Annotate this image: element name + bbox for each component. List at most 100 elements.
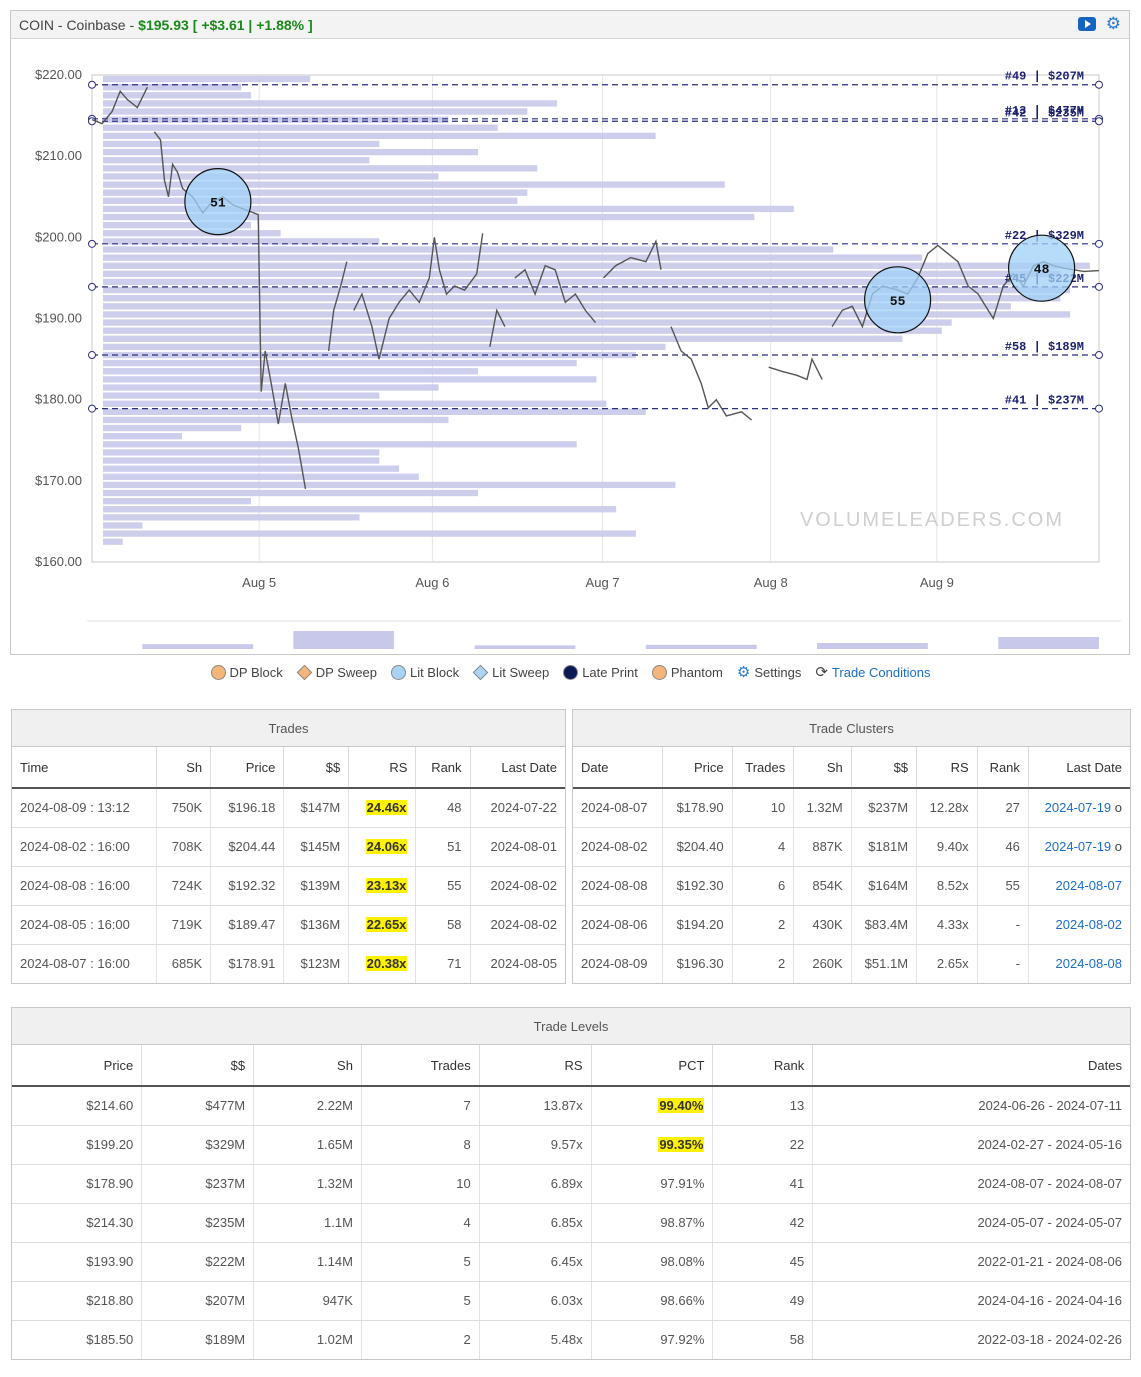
column-header[interactable]: Price bbox=[662, 747, 733, 789]
flag-marker: o bbox=[1111, 800, 1122, 816]
legend-item[interactable]: ⟳ Trade Conditions bbox=[815, 663, 930, 681]
volume-profile-bar bbox=[103, 416, 449, 424]
last-date-link[interactable]: 2024-08-01 bbox=[470, 827, 565, 867]
last-date-link[interactable]: 2024-08-02 bbox=[1055, 917, 1123, 932]
legend-item[interactable]: Late Print bbox=[563, 663, 638, 681]
column-header[interactable]: Trades bbox=[732, 747, 795, 789]
table-row[interactable]: $214.30 $235M 1.1M 4 6.85x 98.87% 42 2024-05-07… bbox=[12, 1203, 1130, 1243]
navigator-volume bbox=[817, 643, 928, 649]
table-row[interactable]: $185.50 $189M 1.02M 2 5.48x 97.92% 58 2022-03-1… bbox=[12, 1320, 1130, 1359]
column-header[interactable]: $$ bbox=[283, 747, 350, 789]
legend-item[interactable]: Phantom bbox=[651, 663, 723, 681]
settings-gear-icon[interactable]: ⚙ bbox=[1105, 14, 1121, 33]
volume-profile-bar bbox=[103, 262, 1090, 269]
column-header[interactable]: Rank bbox=[415, 747, 471, 789]
table-row[interactable]: 2024-08-07 : 16:00 685K $178.91 $123M 20.38x… bbox=[12, 944, 565, 983]
legend-item[interactable]: DP Sweep bbox=[296, 663, 377, 681]
column-header[interactable]: Dates bbox=[812, 1045, 1130, 1087]
last-date-link[interactable]: 2024-08-05 bbox=[490, 956, 558, 972]
volume-profile-bar bbox=[103, 132, 656, 140]
table-cell: $164M bbox=[851, 866, 918, 906]
date-range-link[interactable]: 2024-05-07 - 2024-05-07 bbox=[812, 1203, 1130, 1243]
column-header[interactable]: Last Date bbox=[1028, 747, 1130, 789]
level-handle bbox=[1095, 117, 1103, 126]
table-row[interactable]: $193.90 $222M 1.14M 5 6.45x 98.08% 45 2022-01-2… bbox=[12, 1242, 1130, 1282]
date-range-link[interactable]: 2024-06-26 - 2024-07-11 bbox=[812, 1086, 1130, 1126]
date-range-link[interactable]: 2022-03-18 - 2024-02-26 bbox=[977, 1332, 1122, 1348]
price-chart[interactable]: Aug 5 Aug 6 Aug 7 Aug 8 Aug 9 $220.00 $210.00 $… bbox=[11, 39, 1129, 654]
column-header[interactable]: Date bbox=[573, 747, 664, 789]
pct-highlight: 99.35% bbox=[658, 1137, 705, 1152]
last-date-link[interactable]: 2024-08-07 bbox=[1055, 878, 1123, 893]
date-link[interactable]: 2024-08-06 bbox=[573, 905, 664, 945]
table-row[interactable]: $178.90 $237M 1.32M 10 6.89x 97.91% 41 2024-08-… bbox=[12, 1164, 1130, 1204]
table-row[interactable]: 2024-08-09 : 13:12 750K $196.18 $147M 24.46x… bbox=[12, 788, 565, 828]
date-range-link[interactable]: 2024-04-16 - 2024-04-16 bbox=[812, 1281, 1130, 1321]
column-header[interactable]: Sh bbox=[793, 747, 852, 789]
table-row[interactable]: $218.80 $207M 947K 5 6.03x 98.66% 49 2024-04-16… bbox=[12, 1281, 1130, 1321]
volume-profile-bar bbox=[103, 319, 952, 326]
youtube-icon[interactable] bbox=[1077, 17, 1096, 31]
rs-highlight: 24.46x bbox=[365, 800, 408, 816]
table-row[interactable]: 2024-08-08 : 16:00 724K $192.32 $139M 23.13x… bbox=[12, 866, 565, 906]
column-header[interactable]: RS bbox=[479, 1045, 592, 1087]
table-cell: $207M bbox=[141, 1281, 255, 1321]
table-row[interactable]: 2024-08-02 : 16:00 708K $204.44 $145M 24.06x… bbox=[12, 827, 565, 867]
date-link[interactable]: 2024-08-08 bbox=[573, 866, 664, 906]
column-header[interactable]: Sh bbox=[156, 747, 212, 789]
table-row[interactable]: 2024-08-02 $204.40 4 887K $181M 9.40x 46 2024-0… bbox=[573, 827, 1130, 867]
table-cell: 98.66% bbox=[591, 1281, 714, 1321]
table-cell: 51 bbox=[415, 827, 471, 867]
table-cell: 22 bbox=[712, 1125, 814, 1165]
volume-profile-bar bbox=[103, 392, 380, 399]
date-link[interactable]: 2024-08-02 bbox=[573, 827, 664, 867]
column-header[interactable]: Rank bbox=[712, 1045, 814, 1087]
volume-profile-bar bbox=[103, 538, 123, 545]
table-cell: 49 bbox=[712, 1281, 814, 1321]
table-row[interactable]: 2024-08-09 $196.30 2 260K $51.1M 2.65x - 2024-0… bbox=[573, 944, 1130, 983]
date-range-link[interactable]: 2024-02-27 - 2024-05-16 bbox=[812, 1125, 1130, 1165]
y-tick-label: $180.00 bbox=[35, 392, 82, 407]
volume-profile-bar bbox=[103, 75, 311, 83]
column-header[interactable]: Sh bbox=[253, 1045, 362, 1087]
table-row[interactable]: 2024-08-05 : 16:00 719K $189.47 $136M 22.65x… bbox=[12, 905, 565, 945]
date-range-link[interactable]: 2022-01-21 - 2024-08-06 bbox=[812, 1242, 1130, 1282]
circle-marker-icon bbox=[390, 664, 406, 680]
last-date-link[interactable]: 2024-08-08 bbox=[1055, 956, 1123, 972]
last-date-link[interactable]: 2024-07-19 bbox=[1044, 800, 1112, 816]
volume-profile-bar bbox=[103, 303, 1011, 310]
last-date-link[interactable]: 2024-08-02 bbox=[470, 905, 565, 945]
table-row[interactable]: $214.60 $477M 2.22M 7 13.87x 99.40% 13 2024-06-… bbox=[12, 1086, 1130, 1126]
table-cell: $204.40 bbox=[662, 827, 733, 867]
volume-profile-bar bbox=[103, 473, 419, 480]
legend-item[interactable]: ⚙ Settings bbox=[737, 663, 801, 681]
navigator-volume bbox=[142, 644, 254, 649]
legend-item[interactable]: Lit Sweep bbox=[472, 663, 549, 681]
column-header[interactable]: Last Date bbox=[470, 747, 565, 789]
volume-profile-bar bbox=[103, 116, 449, 123]
table-cell: 1.02M bbox=[253, 1320, 362, 1359]
last-date-link[interactable]: 2024-08-02 bbox=[470, 866, 565, 906]
table-row[interactable]: $199.20 $329M 1.65M 8 9.57x 99.35% 22 2024-02-2… bbox=[12, 1125, 1130, 1165]
legend-item[interactable]: DP Block bbox=[210, 663, 283, 681]
date-range-link[interactable]: 2024-08-07 - 2024-08-07 bbox=[812, 1164, 1130, 1204]
trade-level-label: #49 | $207M bbox=[1005, 70, 1084, 84]
date-link[interactable]: 2024-08-07 bbox=[573, 788, 664, 828]
column-header[interactable]: Price bbox=[210, 747, 285, 789]
table-row[interactable]: 2024-08-06 $194.20 2 430K $83.4M 4.33x - 2024-0… bbox=[573, 905, 1130, 945]
last-date-link[interactable]: 2024-07-19 bbox=[1044, 839, 1112, 854]
date-link[interactable]: 2024-08-09 bbox=[573, 944, 664, 983]
column-header[interactable]: $$ bbox=[141, 1045, 255, 1087]
column-header[interactable]: RS bbox=[348, 747, 417, 789]
table-row[interactable]: 2024-08-08 $192.30 6 854K $164M 8.52x 55 2024-0… bbox=[573, 866, 1130, 906]
column-header[interactable]: Rank bbox=[977, 747, 1029, 789]
column-header[interactable]: Price bbox=[12, 1045, 143, 1087]
column-header[interactable]: Time bbox=[12, 747, 157, 789]
last-date-link[interactable]: 2024-07-22 bbox=[470, 788, 565, 828]
column-header[interactable]: PCT bbox=[591, 1045, 714, 1087]
table-row[interactable]: 2024-08-07 $178.90 10 1.32M $237M 12.28x 27 202… bbox=[573, 788, 1130, 828]
column-header[interactable]: $$ bbox=[851, 747, 918, 789]
column-header[interactable]: RS bbox=[916, 747, 978, 789]
legend-item[interactable]: Lit Block bbox=[390, 663, 459, 681]
column-header[interactable]: Trades bbox=[361, 1045, 480, 1087]
